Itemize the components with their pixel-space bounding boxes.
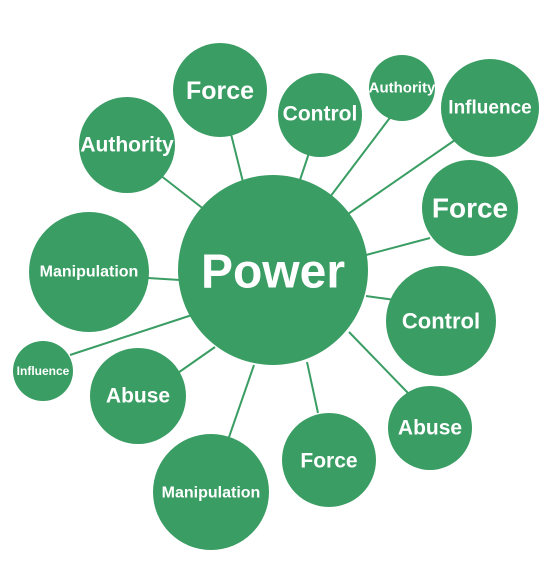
node-control-1: Control xyxy=(278,73,362,157)
node-force-1: Force xyxy=(173,43,267,137)
node-label: Manipulation xyxy=(40,264,139,281)
connector-force-1 xyxy=(229,129,246,191)
node-label: Force xyxy=(300,450,357,473)
node-force-3: Force xyxy=(282,413,376,507)
node-influence-1: Influence xyxy=(441,59,539,157)
connector-force-2 xyxy=(365,237,431,256)
node-label: Control xyxy=(402,309,480,334)
connector-abuse-2 xyxy=(348,331,409,394)
node-force-2: Force xyxy=(422,160,518,256)
node-manipulation-2: Manipulation xyxy=(153,434,269,550)
node-control-2: Control xyxy=(386,266,496,376)
node-authority-1: Authority xyxy=(369,55,436,121)
node-label: Control xyxy=(283,103,358,126)
connector-authority-1 xyxy=(329,114,393,198)
connector-influence-1 xyxy=(347,139,456,215)
center-node-power: Power xyxy=(178,175,368,365)
node-label: Authority xyxy=(80,134,174,157)
node-label: Force xyxy=(432,193,508,224)
connector-abuse-1 xyxy=(174,346,216,376)
node-label: Force xyxy=(186,77,254,105)
node-label: Abuse xyxy=(106,385,170,408)
connector-force-3 xyxy=(306,361,319,414)
node-label: Manipulation xyxy=(162,485,261,502)
node-label: Influence xyxy=(17,364,70,378)
center-label: Power xyxy=(201,246,345,299)
node-influence-2: Influence xyxy=(13,341,73,401)
node-label: Authority xyxy=(369,80,436,97)
node-manipulation-1: Manipulation xyxy=(29,212,149,332)
node-label: Influence xyxy=(448,98,531,119)
connector-control-2 xyxy=(365,295,396,301)
node-authority-2: Authority xyxy=(79,97,175,193)
connector-group xyxy=(69,114,456,441)
connector-manipulation-1 xyxy=(147,277,181,281)
node-label: Abuse xyxy=(398,417,462,440)
node-abuse-1: Abuse xyxy=(90,348,186,444)
node-abuse-2: Abuse xyxy=(388,386,472,470)
connector-manipulation-2 xyxy=(227,364,255,441)
connector-influence-2 xyxy=(69,314,193,356)
